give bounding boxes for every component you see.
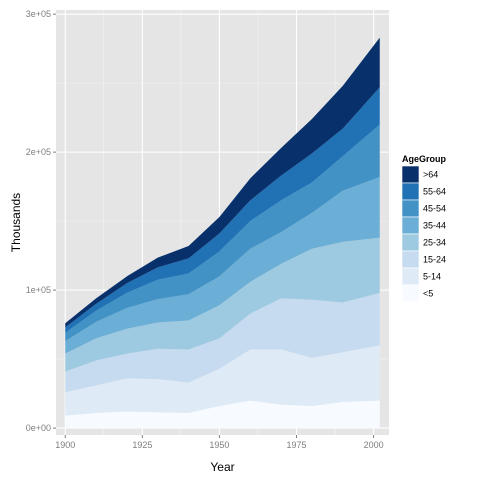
y-axis-title: Thousands <box>9 193 23 252</box>
legend-title: AgeGroup <box>402 154 447 164</box>
x-axis-title: Year <box>210 460 234 474</box>
area-layer <box>65 37 380 429</box>
legend-key-55-64 <box>401 182 420 201</box>
y-tick-label: 0e+00 <box>26 423 51 433</box>
legend-label: 45-54 <box>423 204 446 214</box>
axis-layer: 1900 1925 1950 1975 2000 0e+00 1e+05 2e+05 3e+05 <box>26 9 384 450</box>
legend-label: 55-64 <box>423 187 446 197</box>
legend-key-25-34 <box>401 233 420 252</box>
x-tick-label: 1925 <box>132 440 152 450</box>
legend-label: 25-34 <box>423 238 446 248</box>
legend-label: <5 <box>423 289 433 299</box>
x-tick-label: 1950 <box>209 440 229 450</box>
legend-key-5-14 <box>401 267 420 286</box>
x-tick-label: 2000 <box>364 440 384 450</box>
legend-label: 15-24 <box>423 255 446 265</box>
legend: AgeGroup >64 55-64 45-54 35-44 25-34 15-24 5-1… <box>401 154 447 303</box>
legend-key-64 <box>401 165 420 184</box>
area-series-64 <box>65 37 380 328</box>
y-tick-label: 1e+05 <box>26 285 51 295</box>
legend-label: 35-44 <box>423 221 446 231</box>
area-series-25-34 <box>65 237 380 372</box>
y-tick-label: 2e+05 <box>26 147 51 157</box>
x-tick-label: 1975 <box>286 440 306 450</box>
area-series-35-44 <box>65 176 380 354</box>
legend-key-45-54 <box>401 199 420 218</box>
legend-key-35-44 <box>401 216 420 235</box>
legend-label: >64 <box>423 170 438 180</box>
y-tick-label: 3e+05 <box>26 9 51 19</box>
legend-label: 5-14 <box>423 272 441 282</box>
area-series-15-24 <box>65 292 380 393</box>
area-series-55-64 <box>65 87 380 333</box>
legend-key-5 <box>401 284 420 303</box>
legend-key-15-24 <box>401 250 420 269</box>
area-series-5 <box>65 400 380 429</box>
area-series-5-14 <box>65 345 380 416</box>
area-series-45-54 <box>65 124 380 342</box>
x-tick-label: 1900 <box>55 440 75 450</box>
